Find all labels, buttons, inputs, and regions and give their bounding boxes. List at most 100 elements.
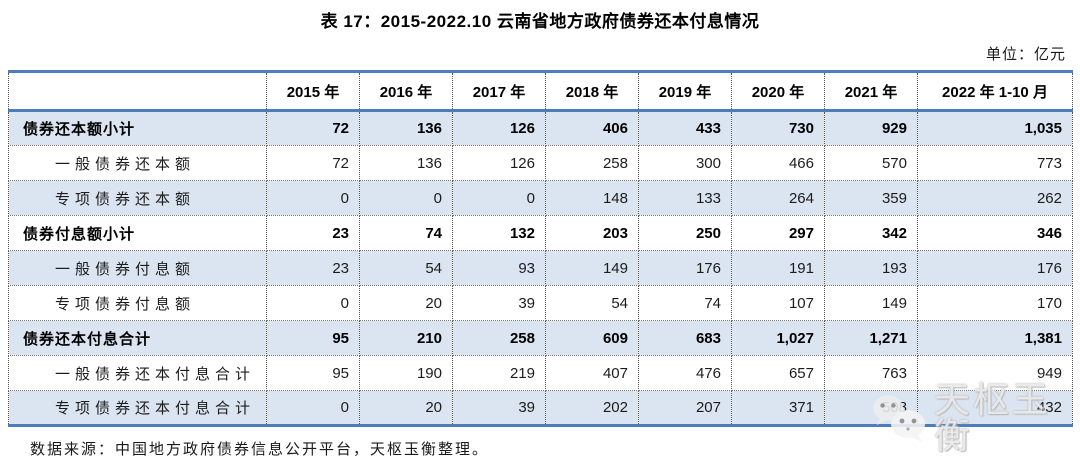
- value-cell: 763: [824, 355, 918, 391]
- value-cell: 136: [359, 110, 453, 146]
- value-cell: 176: [638, 250, 732, 286]
- value-cell: 657: [731, 355, 825, 391]
- value-cell: 136: [359, 145, 453, 181]
- table-row: 一般债券还本额 72 136 126 258 300 466 570 773: [8, 145, 1073, 181]
- value-cell: 570: [824, 145, 918, 181]
- value-cell: 406: [545, 110, 639, 146]
- value-cell: 210: [359, 320, 453, 356]
- value-cell: 264: [731, 180, 825, 216]
- corner-cell: [8, 71, 267, 112]
- row-label: 一般债券还本付息合计: [8, 355, 267, 391]
- value-cell: 107: [731, 285, 825, 321]
- value-cell: 72: [266, 110, 360, 146]
- value-cell: 773: [917, 145, 1073, 181]
- row-label: 债券还本额小计: [8, 110, 267, 146]
- value-cell: 54: [359, 250, 453, 286]
- value-cell: 74: [638, 285, 732, 321]
- value-cell: 297: [731, 215, 825, 251]
- value-cell: 1,027: [731, 320, 825, 356]
- value-cell: 371: [731, 390, 825, 426]
- row-label: 一般债券付息额: [8, 250, 267, 286]
- value-cell: 949: [917, 355, 1073, 391]
- value-cell: 191: [731, 250, 825, 286]
- value-cell: 95: [266, 355, 360, 391]
- value-cell: 1,381: [917, 320, 1073, 356]
- row-label: 一般债券还本额: [8, 145, 267, 181]
- row-label: 专项债券付息额: [8, 285, 267, 321]
- table-row: 专项债券还本付息合计 0 20 39 202 207 371 508 432: [8, 390, 1073, 426]
- value-cell: 432: [917, 390, 1073, 426]
- value-cell: 250: [638, 215, 732, 251]
- value-cell: 193: [824, 250, 918, 286]
- value-cell: 20: [359, 390, 453, 426]
- table-row: 专项债券还本额 0 0 0 148 133 264 359 262: [8, 180, 1073, 216]
- row-label: 债券还本付息合计: [8, 320, 267, 356]
- column-header: 2015 年: [266, 71, 360, 112]
- value-cell: 148: [545, 180, 639, 216]
- value-cell: 929: [824, 110, 918, 146]
- value-cell: 346: [917, 215, 1073, 251]
- column-header: 2019 年: [638, 71, 732, 112]
- value-cell: 342: [824, 215, 918, 251]
- value-cell: 609: [545, 320, 639, 356]
- value-cell: 476: [638, 355, 732, 391]
- column-header: 2017 年: [452, 71, 546, 112]
- column-header: 2020 年: [731, 71, 825, 112]
- value-cell: 149: [824, 285, 918, 321]
- value-cell: 683: [638, 320, 732, 356]
- value-cell: 433: [638, 110, 732, 146]
- value-cell: 730: [731, 110, 825, 146]
- row-label: 专项债券还本付息合计: [8, 390, 267, 426]
- table-row: 债券还本额小计 72 136 126 406 433 730 929 1,035: [8, 110, 1073, 146]
- value-cell: 0: [452, 180, 546, 216]
- value-cell: 1,035: [917, 110, 1073, 146]
- value-cell: 0: [359, 180, 453, 216]
- value-cell: 132: [452, 215, 546, 251]
- value-cell: 149: [545, 250, 639, 286]
- value-cell: 203: [545, 215, 639, 251]
- header-row: 2015 年 2016 年 2017 年 2018 年 2019 年 2020 年 2021…: [8, 71, 1073, 112]
- value-cell: 219: [452, 355, 546, 391]
- column-header: 2016 年: [359, 71, 453, 112]
- value-cell: 508: [824, 390, 918, 426]
- table-body: 债券还本额小计 72 136 126 406 433 730 929 1,035 一般债券还本额 7…: [8, 110, 1073, 426]
- bond-repayment-table: 2015 年 2016 年 2017 年 2018 年 2019 年 2020 年 2021…: [8, 70, 1073, 427]
- value-cell: 93: [452, 250, 546, 286]
- value-cell: 207: [638, 390, 732, 426]
- value-cell: 466: [731, 145, 825, 181]
- value-cell: 258: [452, 320, 546, 356]
- table-row: 专项债券付息额 0 20 39 54 74 107 149 170: [8, 285, 1073, 321]
- column-header: 2022 年 1-10 月: [917, 71, 1073, 112]
- table-row: 一般债券付息额 23 54 93 149 176 191 193 176: [8, 250, 1073, 286]
- value-cell: 262: [917, 180, 1073, 216]
- value-cell: 170: [917, 285, 1073, 321]
- value-cell: 39: [452, 285, 546, 321]
- value-cell: 190: [359, 355, 453, 391]
- value-cell: 1,271: [824, 320, 918, 356]
- row-label: 专项债券还本额: [8, 180, 267, 216]
- value-cell: 23: [266, 215, 360, 251]
- table-row: 一般债券还本付息合计 95 190 219 407 476 657 763 949: [8, 355, 1073, 391]
- page-title: 表 17：2015-2022.10 云南省地方政府债券还本付息情况: [320, 12, 760, 31]
- value-cell: 407: [545, 355, 639, 391]
- table-row: 债券还本付息合计 95 210 258 609 683 1,027 1,271 1,381: [8, 320, 1073, 356]
- value-cell: 126: [452, 110, 546, 146]
- value-cell: 202: [545, 390, 639, 426]
- value-cell: 133: [638, 180, 732, 216]
- column-header: 2018 年: [545, 71, 639, 112]
- value-cell: 72: [266, 145, 360, 181]
- value-cell: 300: [638, 145, 732, 181]
- value-cell: 126: [452, 145, 546, 181]
- value-cell: 0: [266, 180, 360, 216]
- data-source-note: 数据来源：中国地方政府债券信息公开平台，天枢玉衡整理。: [30, 441, 490, 458]
- value-cell: 95: [266, 320, 360, 356]
- value-cell: 0: [266, 390, 360, 426]
- value-cell: 258: [545, 145, 639, 181]
- table-row: 债券付息额小计 23 74 132 203 250 297 342 346: [8, 215, 1073, 251]
- value-cell: 20: [359, 285, 453, 321]
- unit-label: 单位：亿元: [985, 46, 1066, 63]
- column-header: 2021 年: [824, 71, 918, 112]
- value-cell: 23: [266, 250, 360, 286]
- value-cell: 359: [824, 180, 918, 216]
